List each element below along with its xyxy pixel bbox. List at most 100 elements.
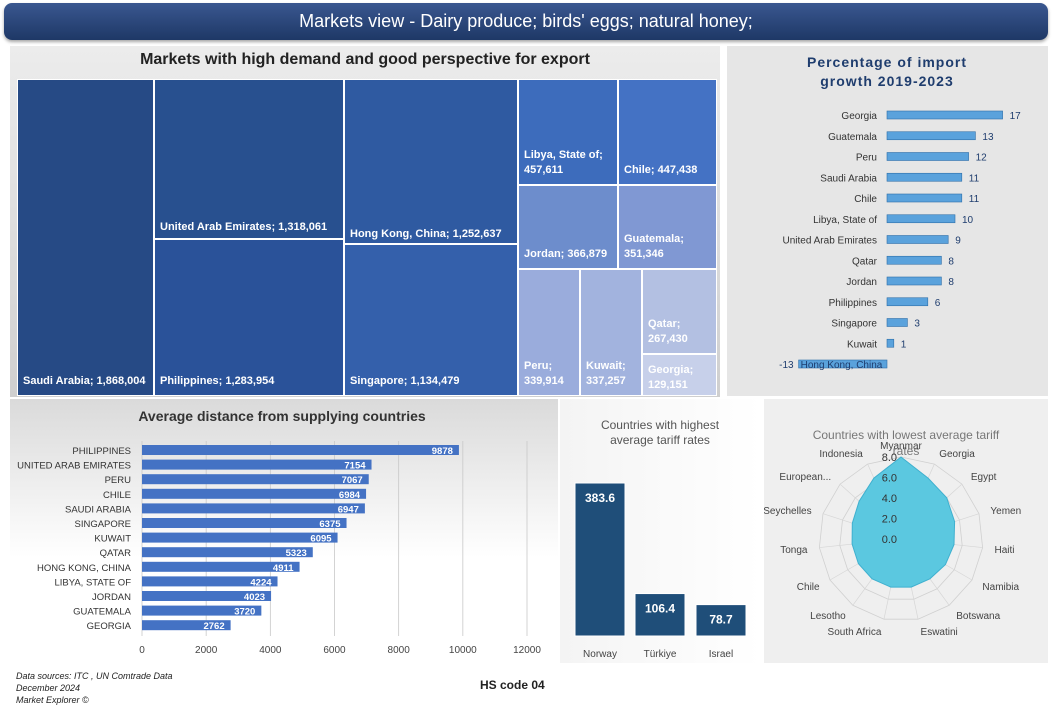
growth-value-label: -13: [779, 360, 794, 371]
radar-category-label: Botswana: [956, 611, 1000, 622]
distance-title: Average distance from supplying countrie…: [138, 408, 426, 424]
distance-bar[interactable]: [142, 532, 338, 543]
distance-category-label: KUWAIT: [94, 534, 131, 545]
distance-bar[interactable]: [142, 591, 272, 601]
distance-bar[interactable]: [142, 605, 262, 616]
radar-category-label: Egypt: [971, 472, 997, 483]
growth-category-label: Kuwait: [847, 339, 877, 350]
distance-value-label: 3720: [234, 607, 255, 618]
distance-tick-label: 8000: [388, 645, 411, 656]
distance-value-label: 4911: [273, 563, 294, 574]
tariff-bar[interactable]: [695, 604, 747, 637]
distance-bar[interactable]: [142, 576, 278, 587]
distance-tick-label: 12000: [513, 645, 541, 656]
distance-category-label: GUATEMALA: [73, 607, 132, 618]
growth-value-label: 8: [948, 277, 954, 288]
treemap-tile[interactable]: Singapore; 1,134,479: [344, 244, 518, 396]
growth-bar[interactable]: [886, 297, 929, 307]
distance-tick-label: 6000: [323, 645, 346, 656]
treemap-tile[interactable]: Hong Kong, China; 1,252,637: [344, 79, 518, 244]
treemap-tile[interactable]: Chile; 447,438: [618, 79, 717, 185]
distance-tick-label: 0: [139, 645, 145, 656]
distance-value-label: 7154: [344, 461, 366, 472]
growth-bar[interactable]: [886, 276, 942, 286]
treemap-tile[interactable]: Kuwait; 337,257: [580, 269, 642, 396]
tariff-value-label: 78.7: [709, 613, 733, 627]
growth-category-label: Qatar: [852, 256, 878, 267]
growth-value-label: 10: [962, 215, 974, 226]
source-line: Data sources: ITC , UN Comtrade Data: [16, 671, 173, 681]
growth-bar[interactable]: [886, 172, 963, 182]
radar-tick-label: 2.0: [882, 514, 897, 526]
distance-value-label: 6984: [339, 490, 361, 501]
growth-value-label: 12: [976, 153, 988, 164]
growth-bar[interactable]: [798, 359, 888, 369]
treemap-tile[interactable]: Philippines; 1,283,954: [154, 239, 344, 396]
highest-tariff-chart: Countries with highest average tariff rat…: [574, 418, 747, 660]
treemap-tile[interactable]: Libya, State of; 457,611: [518, 79, 618, 185]
growth-category-label: Chile: [854, 194, 877, 205]
growth-bar[interactable]: [886, 235, 949, 244]
growth-bar[interactable]: [886, 193, 963, 203]
radar-category-label: Namibia: [982, 582, 1019, 593]
radar-category-label: Georgia: [939, 449, 975, 460]
distance-value-label: 6375: [319, 519, 341, 530]
tariff-bar[interactable]: [634, 593, 686, 637]
highest-tariff-panel: Countries with highest average tariff rat…: [560, 399, 761, 663]
growth-category-label: Georgia: [841, 111, 877, 122]
hs-code: HS code 04: [480, 678, 545, 692]
treemap-tile[interactable]: Georgia; 129,151: [642, 354, 717, 396]
growth-bar[interactable]: [886, 255, 942, 265]
distance-bar[interactable]: [142, 459, 372, 470]
lowest-tariff-chart: Countries with lowest average tariff rate…: [763, 428, 1021, 638]
distance-bar[interactable]: [142, 503, 365, 514]
distance-bar[interactable]: [142, 547, 313, 558]
radar-category-label: South Africa: [828, 627, 882, 638]
radar-category-label: Tonga: [780, 545, 808, 556]
radar-area[interactable]: [851, 456, 956, 588]
highest-tariff-title: Countries with highest average tariff rat…: [601, 418, 720, 447]
treemap-tile[interactable]: United Arab Emirates; 1,318,061: [154, 79, 344, 239]
growth-bar[interactable]: [886, 152, 969, 161]
growth-value-label: 17: [1010, 111, 1022, 122]
growth-bar[interactable]: [886, 214, 956, 224]
growth-bar[interactable]: [886, 131, 976, 141]
radar-category-label: Chile: [797, 582, 820, 593]
radar-tick-label: 4.0: [882, 493, 897, 505]
growth-category-label: Philippines: [829, 298, 877, 309]
import-growth-title: Percentage of import growth 2019-2023: [807, 54, 967, 89]
distance-category-label: SINGAPORE: [75, 519, 132, 530]
distance-value-label: 4224: [250, 577, 272, 588]
tariff-category-label: Norway: [583, 649, 617, 660]
distance-category-label: SAUDI ARABIA: [65, 504, 132, 515]
distance-value-label: 5323: [286, 548, 307, 559]
growth-value-label: 8: [948, 256, 954, 267]
treemap-tile[interactable]: Guatemala; 351,346: [618, 185, 717, 269]
radar-category-label: Myanmar: [880, 441, 922, 452]
distance-category-label: GEORGIA: [87, 621, 132, 632]
treemap-tile[interactable]: Qatar; 267,430: [642, 269, 717, 354]
import-growth-panel: Percentage of import growth 2019-2023 Geo…: [727, 46, 1048, 396]
treemap-tile[interactable]: Peru; 339,914: [518, 269, 580, 396]
growth-category-label: Singapore: [831, 319, 877, 330]
distance-bar[interactable]: [142, 518, 347, 528]
distance-value-label: 9878: [432, 446, 453, 457]
growth-bar[interactable]: [886, 318, 908, 327]
source-date: December 2024: [16, 683, 81, 693]
tariff-bar[interactable]: [574, 482, 626, 637]
treemap-tile[interactable]: Saudi Arabia; 1,868,004: [17, 79, 154, 396]
growth-value-label: 11: [969, 173, 980, 184]
distance-bar[interactable]: [142, 488, 367, 499]
radar-tick-label: 0.0: [882, 534, 897, 546]
distance-bar[interactable]: [142, 620, 231, 631]
distance-bar[interactable]: [142, 445, 459, 455]
radar-category-label: European...: [779, 472, 831, 483]
tariff-category-label: Israel: [709, 649, 733, 660]
treemap-tile[interactable]: Jordan; 366,879: [518, 185, 618, 269]
growth-bar[interactable]: [886, 338, 895, 348]
distance-bar[interactable]: [142, 474, 369, 485]
growth-bar[interactable]: [886, 110, 1003, 120]
distance-category-label: UNITED ARAB EMIRATES: [17, 461, 131, 472]
radar-grid-ring: [839, 477, 963, 600]
distance-bar[interactable]: [142, 561, 300, 572]
